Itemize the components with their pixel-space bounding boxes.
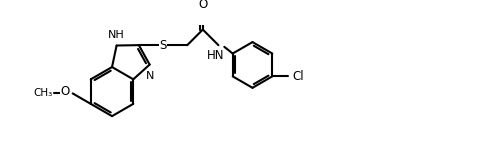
- Text: CH₃: CH₃: [33, 88, 52, 98]
- Text: O: O: [198, 0, 207, 11]
- Text: O: O: [61, 85, 70, 98]
- Text: S: S: [159, 39, 167, 52]
- Text: HN: HN: [207, 49, 225, 62]
- Text: Cl: Cl: [293, 70, 304, 83]
- Text: N: N: [147, 71, 154, 80]
- Text: NH: NH: [108, 30, 125, 40]
